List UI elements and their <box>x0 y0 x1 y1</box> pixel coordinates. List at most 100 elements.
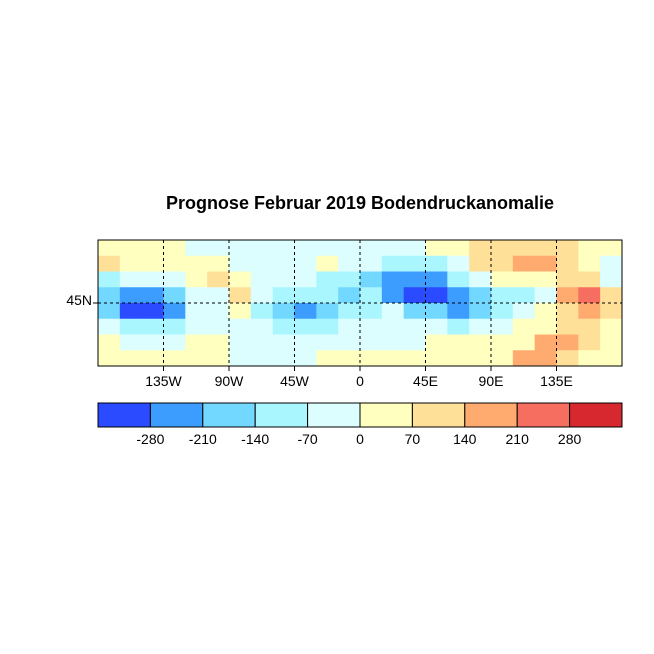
heatmap-cell <box>141 271 164 288</box>
heatmap-cell <box>447 318 470 335</box>
heatmap-cell <box>381 271 405 288</box>
heatmap-cell <box>578 255 601 272</box>
heatmap-cell <box>272 240 295 257</box>
colorbar-swatch <box>569 402 623 428</box>
heatmap-cell <box>316 287 339 304</box>
heatmap-cell <box>141 334 164 351</box>
heatmap-cell <box>141 287 164 304</box>
colorbar-label: -70 <box>297 431 317 447</box>
heatmap-cell <box>578 287 601 304</box>
heatmap-cell <box>141 303 164 320</box>
heatmap-cell <box>534 255 557 272</box>
x-tick-label: 90E <box>479 373 504 389</box>
heatmap-cell <box>316 255 339 272</box>
heatmap-cell <box>294 334 317 351</box>
x-tick-label: 135E <box>540 373 573 389</box>
heatmap-cell <box>272 350 295 367</box>
heatmap-cell <box>425 334 448 351</box>
heatmap-cell <box>534 318 557 335</box>
heatmap-cell <box>207 287 230 304</box>
heatmap-cell <box>403 287 426 304</box>
colorbar-label: 140 <box>453 431 477 447</box>
heatmap-cell <box>425 318 448 335</box>
heatmap-cell <box>163 318 186 335</box>
heatmap-cell <box>491 350 514 367</box>
colorbar-label: -280 <box>136 431 164 447</box>
heatmap-cell <box>229 350 252 367</box>
graticule <box>98 240 622 366</box>
heatmap-cell <box>556 318 579 335</box>
heatmap-cell <box>447 240 470 257</box>
x-tick-label: 0 <box>356 373 364 389</box>
x-tick-label: 45W <box>280 373 310 389</box>
heatmap-cell <box>294 287 317 304</box>
heatmap-cell <box>207 271 230 288</box>
heatmap-cell <box>250 334 274 351</box>
heatmap-cell <box>381 287 405 304</box>
heatmap-cell <box>512 303 536 320</box>
heatmap-cell <box>316 334 339 351</box>
heatmap-cell <box>381 334 405 351</box>
heatmap-cell <box>141 255 164 272</box>
heatmap-cell <box>512 240 536 257</box>
y-tick-label: 45N <box>66 292 92 308</box>
heatmap-cell <box>98 303 121 320</box>
heatmap-cell <box>119 255 143 272</box>
heatmap-cell <box>272 303 295 320</box>
heatmap-cell <box>250 303 274 320</box>
heatmap-cell <box>491 255 514 272</box>
heatmap-cell <box>447 255 470 272</box>
heatmap-cell <box>600 303 623 320</box>
heatmap-cell <box>338 303 361 320</box>
heatmap-cell <box>207 334 230 351</box>
heatmap-cell <box>98 255 121 272</box>
heatmap-cell <box>185 318 208 335</box>
heatmap-cell <box>229 318 252 335</box>
heatmap-cell <box>185 287 208 304</box>
heatmap-cell <box>491 318 514 335</box>
heatmap-cell <box>381 240 405 257</box>
heatmap-cell <box>229 255 252 272</box>
heatmap-cell <box>360 303 383 320</box>
heatmap-cell <box>98 334 121 351</box>
heatmap-cell <box>119 318 143 335</box>
heatmap-cell <box>250 271 274 288</box>
heatmap-cell <box>360 334 383 351</box>
heatmap-cell <box>556 271 579 288</box>
x-axis-ticks: 135W 90W 45W 0 45E 90E 135E <box>145 366 573 389</box>
heatmap-cell <box>512 318 536 335</box>
heatmap-cell <box>578 334 601 351</box>
heatmap-cell <box>469 271 492 288</box>
heatmap-cell <box>229 334 252 351</box>
heatmap-cell <box>600 318 623 335</box>
heatmap-cell <box>360 271 383 288</box>
heatmap-cell <box>425 271 448 288</box>
heatmap-cell <box>272 255 295 272</box>
heatmap-cell <box>185 271 208 288</box>
colorbar-swatch <box>516 402 571 428</box>
heatmap-cell <box>98 240 121 257</box>
heatmap-cell <box>578 303 601 320</box>
heatmap-cell <box>207 240 230 257</box>
heatmap-cell <box>534 271 557 288</box>
y-axis-ticks: 45N <box>66 292 98 308</box>
x-tick-label: 90W <box>215 373 245 389</box>
colorbar-label: 210 <box>506 431 530 447</box>
heatmap-cell <box>491 271 514 288</box>
heatmap-cell <box>163 303 186 320</box>
heatmap-cell <box>600 334 623 351</box>
heatmap-cell <box>163 350 186 367</box>
heatmap-cell <box>316 303 339 320</box>
heatmap-cell <box>600 287 623 304</box>
colorbar-swatch <box>411 402 466 428</box>
colorbar-swatch <box>464 402 518 428</box>
heatmap-cell <box>119 287 143 304</box>
heatmap-cell <box>185 255 208 272</box>
heatmap-cell <box>425 240 448 257</box>
heatmap-cell <box>360 240 383 257</box>
heatmap-cell <box>207 255 230 272</box>
colorbar-swatch <box>307 402 361 428</box>
x-tick-label: 45E <box>413 373 438 389</box>
x-tick-label: 135W <box>145 373 182 389</box>
